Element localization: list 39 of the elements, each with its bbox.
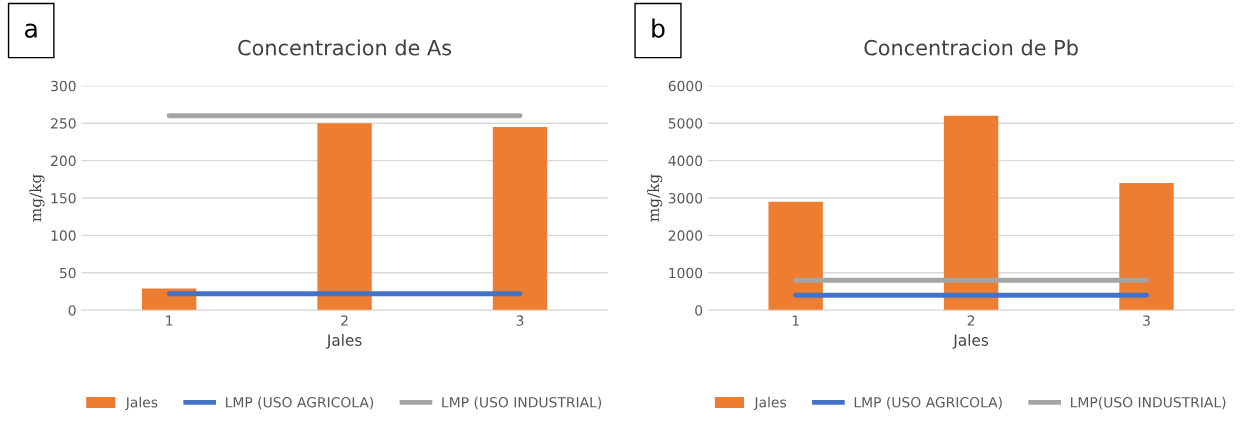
y-tick-label: 2000 — [668, 230, 703, 241]
y-tick-label: 250 — [51, 118, 76, 129]
y-tick-label: 3000 — [668, 192, 703, 204]
y-tick-label: 0 — [695, 305, 703, 316]
text: b — [652, 18, 665, 38]
bar — [1119, 183, 1174, 311]
y-tick-label: 1000 — [669, 267, 703, 279]
legend-label: LMP (USO AGRICOLA) — [226, 396, 374, 410]
y-tick-label: 4000 — [668, 155, 703, 167]
bar — [492, 126, 548, 311]
y-tick-label: 6000 — [668, 80, 703, 92]
y-tick-label: 100 — [51, 230, 76, 241]
x-axis-title: Jales — [952, 334, 989, 349]
y-tick-label: 0 — [68, 305, 76, 316]
legend-label: Jales — [125, 396, 158, 411]
bar — [768, 201, 823, 311]
bar — [943, 115, 999, 311]
y-axis-title: mg/kg — [647, 174, 663, 222]
legend-label: LMP (USO AGRICOLA) — [854, 396, 1002, 410]
x-axis-title: Jales — [326, 334, 362, 349]
legend-label: LMP (USO INDUSTRIAL) — [442, 396, 602, 410]
x-tick-label: 1 — [792, 315, 799, 326]
y-tick-label: 150 — [51, 192, 76, 204]
y-tick-label: 50 — [59, 267, 76, 279]
chart-title: Concentracion de Pb — [864, 39, 1078, 56]
legend-label: Jales — [753, 396, 787, 411]
y-tick-label: 200 — [51, 155, 76, 167]
x-tick-label: 3 — [1143, 315, 1150, 326]
y-tick-label: 300 — [51, 80, 76, 92]
y-axis-title: mg/kg — [29, 174, 45, 222]
x-tick-label: 1 — [166, 315, 173, 326]
x-tick-label: 2 — [967, 315, 975, 326]
bar — [317, 123, 372, 311]
chart-title: Concentracion de As — [238, 39, 452, 56]
y-tick-label: 5000 — [668, 118, 703, 129]
x-tick-label: 3 — [516, 315, 524, 326]
text: a — [25, 23, 37, 38]
x-tick-label: 2 — [341, 315, 348, 326]
legend-label: LMP(USO INDUSTRIAL) — [1071, 396, 1226, 410]
